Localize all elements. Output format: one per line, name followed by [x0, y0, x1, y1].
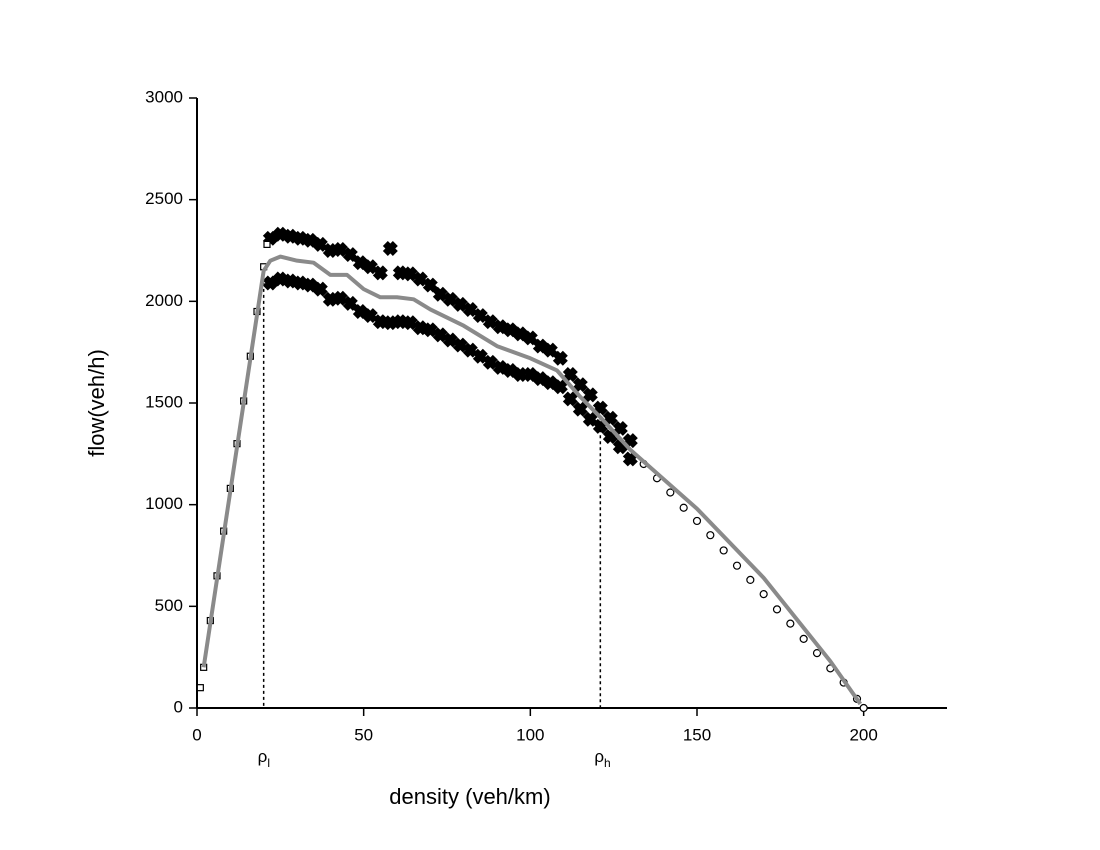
circle-marker [772, 605, 782, 614]
circle-marker [812, 648, 822, 658]
cross-marker [492, 319, 508, 335]
cross-marker [612, 420, 628, 436]
cross-marker [512, 367, 528, 383]
cross-marker [262, 275, 278, 291]
cross-marker [342, 295, 358, 311]
cross-marker [542, 342, 558, 358]
cross-marker [512, 326, 528, 342]
cross-marker [532, 338, 548, 354]
circle-marker [759, 590, 768, 599]
cross-marker [522, 330, 538, 346]
cross-marker [282, 273, 298, 289]
y-tick-label: 2500 [145, 189, 183, 208]
cross-marker [352, 304, 368, 319]
y-tick-label: 3000 [145, 87, 183, 106]
cross-marker [562, 367, 578, 383]
cross-marker [492, 359, 508, 375]
circle-marker [666, 488, 675, 497]
annotation-symbol: ρ [258, 747, 268, 766]
cross-marker [312, 281, 328, 297]
annotation-subscript: l [267, 756, 270, 770]
annotation-subscript: h [604, 756, 611, 770]
circle-marker [799, 634, 808, 643]
cross-marker [272, 271, 288, 287]
circle-marker [732, 561, 742, 570]
cross-marker [282, 228, 298, 244]
y-tick-label: 1500 [145, 392, 183, 411]
cross-marker [502, 322, 518, 338]
cross-marker [572, 401, 588, 417]
cross-marker [552, 350, 568, 366]
cross-marker [302, 232, 318, 248]
circle-marker [706, 531, 715, 540]
cross-marker [582, 411, 598, 427]
y-tick-label: 1000 [145, 494, 183, 513]
mean-line [201, 254, 862, 706]
cross-marker [302, 277, 318, 293]
cross-marker [552, 379, 568, 395]
annotation-label: ρl [258, 747, 270, 770]
cross-marker [292, 230, 308, 246]
circle-marker [859, 703, 868, 713]
square-marker [196, 684, 204, 692]
annotation-label: ρh [594, 747, 610, 770]
cross-marker [382, 240, 398, 256]
y-tick-label: 500 [155, 596, 183, 615]
cross-marker [522, 367, 538, 383]
cross-marker [532, 371, 548, 387]
x-tick-label: 100 [516, 725, 544, 744]
y-tick-label: 2000 [145, 291, 183, 310]
square-marker [263, 240, 271, 248]
cross-marker [422, 277, 438, 293]
cross-marker [342, 247, 358, 263]
circle-marker [679, 503, 688, 512]
cross-marker [582, 387, 598, 403]
x-tick-label: 200 [849, 725, 877, 744]
x-axis-title: density (veh/km) [389, 784, 550, 809]
y-tick-label: 0 [174, 697, 183, 716]
cross-marker [372, 265, 388, 281]
cross-marker [292, 275, 308, 291]
circle-marker [746, 575, 755, 585]
cross-marker [542, 375, 558, 391]
x-tick-label: 150 [683, 725, 711, 744]
x-tick-label: 0 [192, 725, 201, 744]
cross-marker [572, 377, 588, 393]
cross-marker [412, 320, 428, 336]
circle-marker [719, 546, 728, 555]
cross-marker [622, 451, 638, 467]
cross-marker [272, 226, 288, 242]
circle-marker [692, 516, 702, 526]
annotation-symbol: ρ [594, 747, 604, 766]
circle-marker [786, 619, 795, 628]
cross-marker [502, 362, 518, 378]
cross-marker [562, 391, 578, 407]
y-axis-title: flow(veh/h) [84, 349, 109, 457]
cross-marker [352, 255, 368, 271]
x-tick-label: 50 [354, 725, 373, 744]
